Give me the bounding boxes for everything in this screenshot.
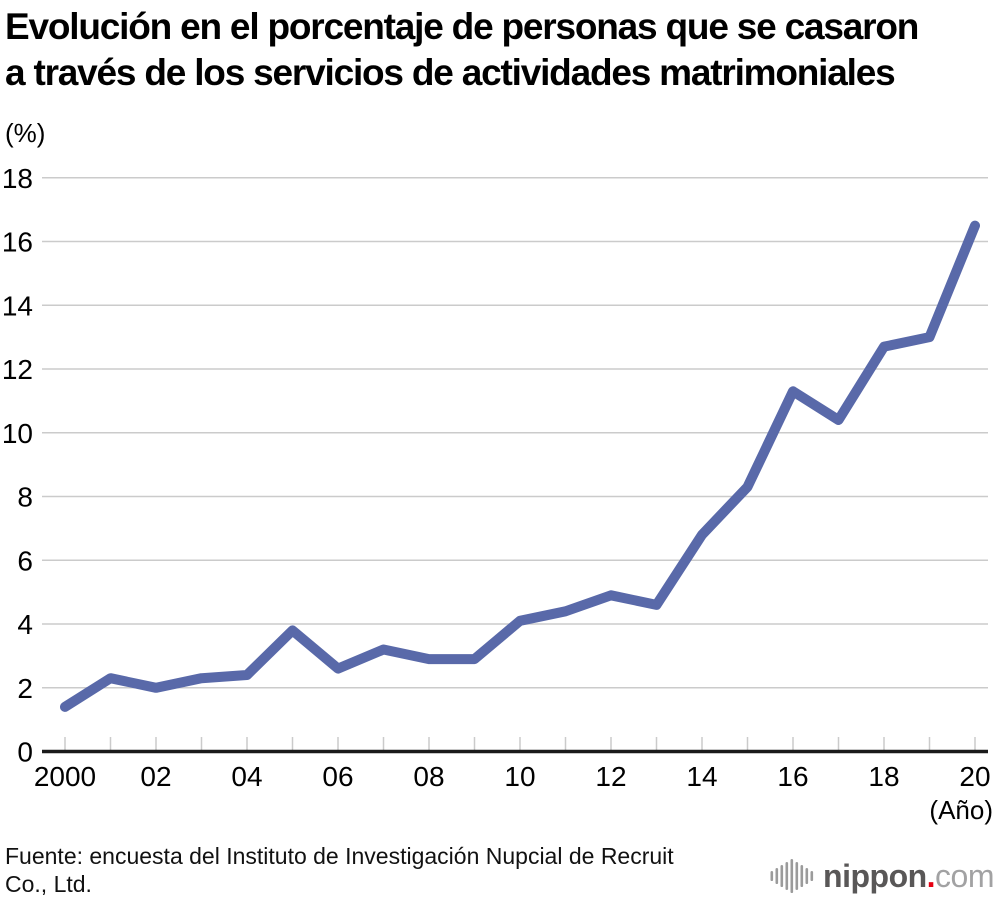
y-axis-tick-label: 18	[2, 163, 33, 194]
chart-title-line1: Evolución en el porcentaje de personas q…	[5, 6, 919, 47]
y-axis-tick-label: 2	[17, 673, 33, 704]
x-axis-tick-label: 06	[322, 761, 353, 792]
y-axis-tick-label: 6	[17, 545, 33, 576]
nippon-logo-tld: com	[935, 857, 994, 894]
y-axis-tick-label: 14	[2, 290, 33, 321]
x-axis-tick-label: 10	[504, 761, 535, 792]
x-axis-tick-label: 14	[686, 761, 717, 792]
y-axis-tick-label: 10	[2, 418, 33, 449]
x-axis-tick-label: 16	[777, 761, 808, 792]
y-axis-tick-label: 16	[2, 227, 33, 258]
x-axis-tick-label: 08	[413, 761, 444, 792]
y-axis-unit-label: (%)	[5, 118, 46, 148]
y-axis-tick-label: 4	[17, 609, 33, 640]
nippon-logo: nippon.com	[769, 856, 994, 896]
chart-title-line2: a través de los servicios de actividades…	[5, 52, 896, 93]
source-note-line1: Fuente: encuesta del Instituto de Invest…	[5, 843, 674, 869]
nippon-logo-text: nippon.com	[823, 858, 994, 895]
nippon-logo-name: nippon	[823, 857, 927, 894]
x-axis-tick-label: 18	[868, 761, 899, 792]
x-axis-tick-label: 02	[140, 761, 171, 792]
x-axis-tick-label: 2000	[34, 761, 96, 792]
x-axis-unit-label: (Año)	[929, 795, 993, 825]
x-axis-tick-label: 20	[959, 761, 990, 792]
y-axis-tick-label: 12	[2, 354, 33, 385]
y-axis-tick-label: 8	[17, 482, 33, 513]
source-note: Fuente: encuesta del Instituto de Invest…	[5, 842, 765, 898]
source-note-line2: Co., Ltd.	[5, 871, 92, 897]
nippon-logo-dot: .	[926, 857, 936, 894]
chart-title: Evolución en el porcentaje de personas q…	[5, 4, 1000, 96]
x-axis-tick-label: 04	[231, 761, 262, 792]
x-axis-tick-label: 12	[595, 761, 626, 792]
y-axis-tick-label: 0	[17, 737, 33, 768]
soundwave-bars-icon	[770, 859, 814, 893]
data-series-line	[60, 220, 980, 712]
